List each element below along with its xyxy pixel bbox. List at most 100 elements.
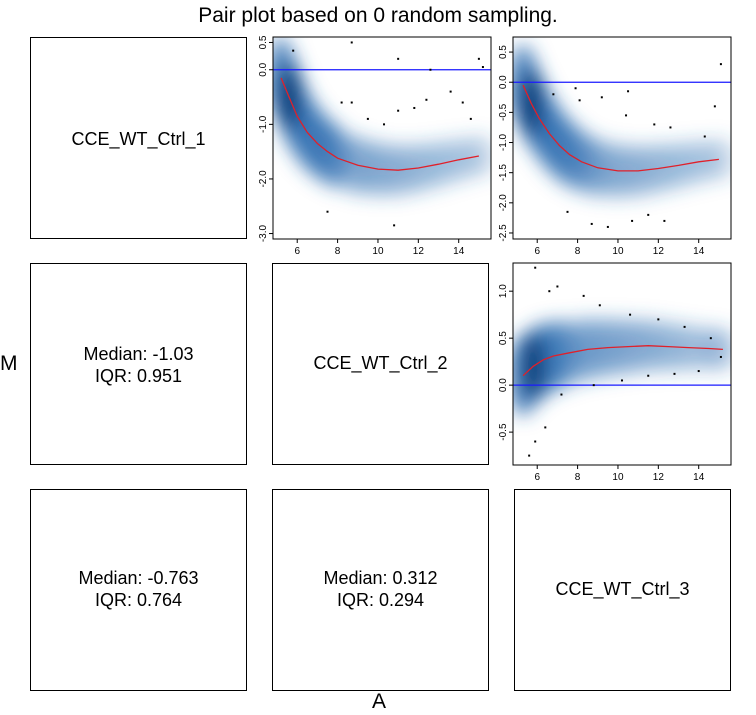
- outlier-point: [397, 57, 400, 60]
- outlier-point: [534, 440, 537, 443]
- iqr-text-3: IQR: 0.294: [336, 590, 425, 610]
- outlier-point: [574, 87, 577, 90]
- plot-frame: [272, 36, 492, 240]
- sample-name-3: CCE_WT_Ctrl_3: [555, 579, 690, 599]
- iqr-text-1: IQR: 0.951: [94, 366, 183, 386]
- plot-area: [273, 37, 491, 227]
- density-cloud: [513, 316, 731, 417]
- outlier-point: [429, 68, 432, 71]
- y-axis-label: M: [0, 352, 18, 375]
- median-text-1: Median: -1.03: [83, 344, 194, 364]
- plot-area: [513, 266, 731, 457]
- outlier-point: [625, 114, 628, 117]
- outlier-point: [292, 49, 295, 52]
- outlier-point: [663, 219, 666, 222]
- y-tick-label: 0.5: [498, 331, 509, 345]
- outlier-point: [534, 266, 537, 269]
- y-tick-label: 1.0: [498, 284, 509, 298]
- outlier-point: [697, 370, 700, 373]
- outlier-point: [713, 105, 716, 108]
- ma-plot-1-vs-3: 6 8 10 12 14 0.5 0.0 -0.5 -1.0 -1.5 -2.0 -2.5: [498, 36, 732, 257]
- outlier-point: [669, 126, 672, 129]
- plot-frame: [512, 36, 732, 240]
- x-tick-label: 8: [335, 246, 341, 257]
- x-tick-label: 12: [653, 246, 665, 257]
- x-tick-label: 12: [653, 472, 665, 483]
- outlier-point: [629, 313, 632, 316]
- plot-frame: [512, 262, 732, 466]
- diag-panel-3: CCE_WT_Ctrl_3: [514, 489, 731, 691]
- outlier-point: [703, 135, 706, 138]
- iqr-text-2: IQR: 0.764: [94, 590, 183, 610]
- outlier-point: [481, 66, 484, 69]
- loess-curve: [522, 345, 723, 377]
- outlier-point: [366, 117, 369, 120]
- outlier-point: [621, 379, 623, 382]
- y-tick-label: -0.5: [498, 423, 509, 441]
- outlier-point: [449, 90, 452, 93]
- x-tick-label: 6: [534, 472, 540, 483]
- outlier-point: [393, 224, 396, 227]
- loess-curve: [280, 77, 480, 171]
- density-cloud: [273, 37, 491, 198]
- outlier-point: [413, 106, 416, 109]
- outlier-point: [566, 210, 569, 213]
- x-tick-label: 8: [575, 246, 581, 257]
- x-tick-label: 6: [294, 246, 300, 257]
- stat-panel-2: Median: -0.763 IQR: 0.764: [30, 489, 247, 691]
- outlier-point: [631, 219, 634, 222]
- outlier-point: [578, 99, 581, 102]
- y-tick-label: -2.5: [498, 224, 509, 242]
- outlier-point: [719, 63, 722, 66]
- y-tick-label: 0.0: [258, 62, 269, 76]
- ma-plot-2-vs-3: 6 8 10 12 14 1.0 0.5 0.0 -0.5: [498, 262, 732, 483]
- ma-plot-1-vs-2: 6 8 10 12 14 0.5 0.0 -1.0 -2.0 -3.0: [258, 35, 492, 257]
- outlier-point: [600, 96, 603, 99]
- x-tick-label: 14: [453, 246, 465, 257]
- outlier-point: [383, 123, 386, 126]
- outlier-point: [683, 325, 686, 328]
- chart-title: Pair plot based on 0 random sampling.: [198, 4, 558, 27]
- outlier-point: [461, 101, 464, 104]
- outlier-point: [528, 454, 531, 457]
- y-tick-label: -1.0: [258, 115, 269, 133]
- stat-text-2: Median: -0.763 IQR: 0.764: [31, 567, 246, 611]
- stat-text-3: Median: 0.312 IQR: 0.294: [273, 567, 488, 611]
- outlier-point: [326, 210, 329, 213]
- outlier-point: [425, 98, 428, 101]
- y-tick-label: 0.5: [258, 35, 269, 49]
- x-tick-label: 10: [372, 246, 384, 257]
- outlier-point: [397, 109, 400, 112]
- outlier-point: [350, 101, 353, 104]
- outlier-point: [560, 393, 563, 396]
- outlier-point: [548, 290, 551, 293]
- outlier-point: [340, 101, 343, 104]
- y-tick-label: -2.0: [258, 170, 269, 188]
- y-tick-label: -1.5: [498, 164, 509, 182]
- outlier-point: [657, 318, 660, 321]
- y-tick-label: -3.0: [258, 224, 269, 242]
- outlier-point: [544, 426, 547, 429]
- plot-area: [513, 44, 731, 228]
- sample-name-2: CCE_WT_Ctrl_2: [313, 353, 448, 373]
- stat-text-1: Median: -1.03 IQR: 0.951: [31, 343, 246, 387]
- outlier-point: [653, 123, 656, 126]
- outlier-point: [598, 304, 601, 307]
- outlier-point: [469, 117, 472, 120]
- median-text-3: Median: 0.312: [323, 568, 438, 588]
- outlier-point: [647, 213, 650, 216]
- diag-panel-2: CCE_WT_Ctrl_2: [272, 263, 489, 465]
- y-tick-label: 0.0: [498, 75, 509, 89]
- median-text-2: Median: -0.763: [78, 568, 199, 588]
- x-axis-label: A: [372, 690, 387, 713]
- x-tick-label: 6: [534, 246, 540, 257]
- outlier-point: [592, 384, 595, 387]
- outlier-point: [556, 285, 559, 288]
- diag-panel-1: CCE_WT_Ctrl_1: [30, 37, 247, 239]
- y-tick-label: -1.0: [498, 133, 509, 151]
- outlier-point: [647, 374, 650, 377]
- outlier-point: [582, 294, 585, 297]
- stat-panel-3: Median: 0.312 IQR: 0.294: [272, 489, 489, 691]
- x-tick-label: 10: [612, 472, 624, 483]
- sample-name-1: CCE_WT_Ctrl_1: [71, 129, 206, 149]
